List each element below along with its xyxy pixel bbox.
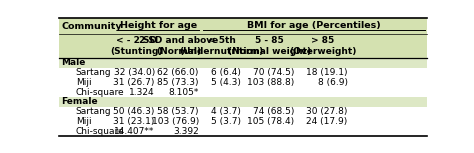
Text: Sartang: Sartang [76,68,111,77]
Text: Community: Community [61,22,122,31]
Text: 6 (6.4): 6 (6.4) [211,68,241,77]
Bar [59,77,427,87]
Text: 58 (53.7): 58 (53.7) [157,107,199,116]
Text: 50 (46.3): 50 (46.3) [113,107,155,116]
Bar [59,107,427,117]
Text: 1.324: 1.324 [129,88,155,97]
Text: 32 (34.0): 32 (34.0) [113,68,155,77]
Text: 85 (73.3): 85 (73.3) [157,78,199,87]
Text: 5 - 85
(Normal weight): 5 - 85 (Normal weight) [228,36,311,56]
Bar [59,117,427,126]
Text: 70 (74.5): 70 (74.5) [253,68,294,77]
Bar [59,68,427,77]
Text: Miji: Miji [76,78,91,87]
Text: 5 (3.7): 5 (3.7) [211,117,241,126]
Text: Chi-square: Chi-square [76,88,124,97]
Text: Chi-square: Chi-square [76,127,124,136]
Text: Miji: Miji [76,117,91,126]
Text: 62 (66.0): 62 (66.0) [157,68,199,77]
Text: 103 (76.9): 103 (76.9) [152,117,199,126]
Text: Male: Male [61,58,85,67]
Text: 2 SD and above
(Normal): 2 SD and above (Normal) [139,36,218,56]
Text: 8 (6.9): 8 (6.9) [318,78,347,87]
Text: 14.407**: 14.407** [114,127,155,136]
Text: 8.105*: 8.105* [168,88,199,97]
Text: > 85
(Overweight): > 85 (Overweight) [289,36,356,56]
Text: BMI for age (Percentiles): BMI for age (Percentiles) [247,21,381,30]
Bar [59,87,427,97]
Text: Sartang: Sartang [76,107,111,116]
Text: 4 (3.7): 4 (3.7) [211,107,241,116]
Bar [59,18,427,58]
Text: 5 (4.3): 5 (4.3) [211,78,241,87]
Text: < - 2 SD
(Stunting): < - 2 SD (Stunting) [110,36,163,56]
Text: 3.392: 3.392 [173,127,199,136]
Bar [59,58,427,68]
Text: 74 (68.5): 74 (68.5) [253,107,294,116]
Text: 18 (19.1): 18 (19.1) [306,68,347,77]
Bar [59,97,427,107]
Bar [59,126,427,136]
Text: 31 (23.1): 31 (23.1) [113,117,155,126]
Text: 105 (78.4): 105 (78.4) [247,117,294,126]
Text: 30 (27.8): 30 (27.8) [306,107,347,116]
Text: 103 (88.8): 103 (88.8) [247,78,294,87]
Text: 24 (17.9): 24 (17.9) [306,117,347,126]
Text: < 5th
(Undernutrition): < 5th (Undernutrition) [180,36,264,56]
Text: Height for age: Height for age [120,21,197,30]
Text: Female: Female [61,97,98,106]
Text: 31 (26.7): 31 (26.7) [113,78,155,87]
